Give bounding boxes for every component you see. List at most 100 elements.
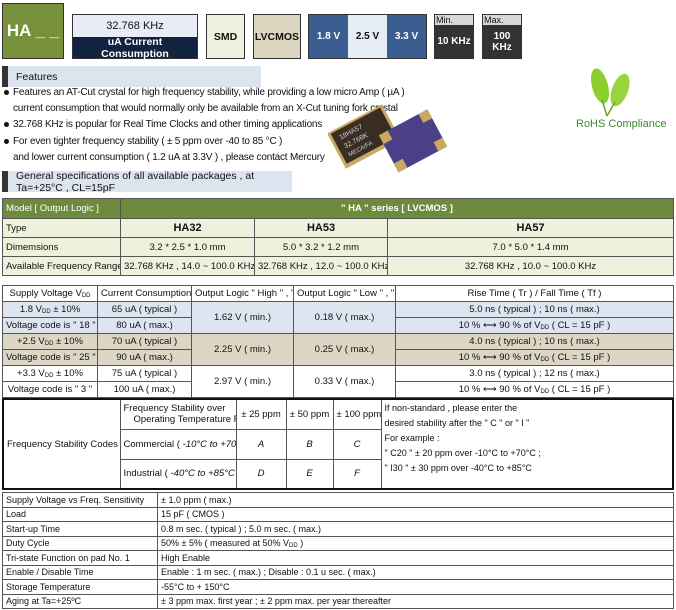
stability-header: Frequency Stability over Operating Temper… <box>119 398 237 430</box>
spec-label: Load <box>2 506 158 522</box>
spec-value: High Enable <box>157 550 674 566</box>
spec-value: 0.8 m sec. ( typical ) ; 5.0 m sec. ( ma… <box>157 521 674 537</box>
table-row: Voltage code is " 3 " 100 uA ( max.) 10 % … <box>2 381 674 398</box>
table-row: 1.8 VDD ± 10% 65 uA ( typical ) 1.62 V ( m… <box>2 301 674 334</box>
max-label: Max. <box>483 15 521 25</box>
current-consumption-label: uA Current Consumption <box>73 36 197 60</box>
general-specs-heading: General specifications of all available … <box>2 169 292 194</box>
table-row: Storage Temperature -55°C to + 150°C <box>2 579 674 595</box>
cell: 32.768 KHz , 12.0 ~ 100.0 KHz <box>254 256 388 276</box>
max-frequency: Max. 100 KHz <box>482 14 522 59</box>
general-specs-title: General specifications of all available … <box>16 169 255 194</box>
voltage-code: Voltage code is " 3 " <box>2 381 98 398</box>
rise-reference: 10 % ⟷ 90 % of VDD ( CL = 15 pF ) <box>395 317 674 334</box>
cell: 5.0 * 3.2 * 1.2 mm <box>254 237 388 257</box>
output-high: 2.97 V ( min.) <box>191 365 294 398</box>
output-low: 0.33 V ( max.) <box>293 365 396 398</box>
current-max: 90 uA ( max.) <box>97 349 192 366</box>
spec-value: ± 3 ppm max. first year ; ± 2 ppm max. p… <box>157 593 674 609</box>
table-row: Type HA32 HA53 HA57 <box>2 218 674 238</box>
rise-fall-time: 3.0 ns ( typical ) ; 12 ns ( max.) <box>395 365 674 382</box>
table-row: Load 15 pF ( CMOS ) <box>2 506 674 522</box>
voltage-code: Voltage code is " 25 " <box>2 349 98 366</box>
model-label: HA _ _ <box>6 21 60 40</box>
voltage-code: Voltage code is " 18 " <box>2 317 98 334</box>
output-high: 2.25 V ( min.) <box>191 333 294 366</box>
table-row: Voltage code is " 18 " 80 uA ( max.) 10 % … <box>2 317 674 334</box>
output-low: 0.18 V ( max.) <box>293 301 396 334</box>
supply-voltage: +3.3 VDD ± 10% <box>2 365 98 382</box>
cell: 32.768 KHz , 14.0 ~ 100.0 KHz <box>120 256 255 276</box>
supply-voltage: 1.8 VDD ± 10% <box>2 301 98 318</box>
feature-line: current consumption that would normally … <box>13 103 398 114</box>
commercial-range: Commercial ( -10°C to +70°C ) <box>119 428 237 460</box>
table-row: Aging at Ta=+25ºC ± 3 ppm max. first year… <box>2 593 674 609</box>
features-heading: Features <box>2 66 261 87</box>
stability-note: If non-standard , please enter the desire… <box>380 398 674 490</box>
supply-voltage: +2.5 VDD ± 10% <box>2 333 98 350</box>
min-label: Min. <box>435 15 473 25</box>
row-label: Type <box>2 218 121 238</box>
output-low: 0.25 V ( max.) <box>293 333 396 366</box>
voltage-3-3: 3.3 V <box>387 15 426 58</box>
model-table: Model [ Output Logic ] " HA " series [ LV… <box>2 198 674 276</box>
voltage-2-5: 2.5 V <box>348 15 387 58</box>
spec-value: ± 1.0 ppm ( max.) <box>157 492 674 508</box>
header-cell: Rise Time ( Tr ) / Fall Time ( Tf ) <box>395 285 674 302</box>
feature-text: Features an AT-Cut crystal for high freq… <box>13 87 405 98</box>
crystal-product-image: 18HA57 32.768K MECA/FA <box>328 104 448 173</box>
table-row: Available Frequency Range 32.768 KHz , 14… <box>2 256 674 276</box>
header-cell: Current Consumption <box>97 285 192 302</box>
current-max: 100 uA ( max.) <box>97 381 192 398</box>
row-label: Dimemsions <box>2 237 121 257</box>
frequency-value: 32.768 KHz <box>73 15 197 37</box>
min-frequency: Min. 10 KHz <box>434 14 474 59</box>
table-row: +3.3 VDD ± 10% 75 uA ( typical ) 2.97 V ( … <box>2 365 674 398</box>
ppm-100: ± 100 ppm <box>332 398 382 430</box>
header-cell: Output Logic " High " , " 1 " <box>191 285 294 302</box>
min-value: 10 KHz <box>437 36 471 47</box>
type-ha53: HA53 <box>254 218 388 238</box>
code-b: B <box>306 438 313 450</box>
model-badge: HA _ _ <box>2 3 64 59</box>
spec-label: Supply Voltage vs Freq. Sensitivity <box>2 492 158 508</box>
package-badge: SMD <box>206 14 245 59</box>
table-row: Start-up Time 0.8 m sec. ( typical ) ; 5.… <box>2 521 674 537</box>
code-d: D <box>257 468 265 480</box>
code-a: A <box>257 438 265 450</box>
features-title: Features <box>16 70 58 83</box>
code-c: C <box>353 438 361 450</box>
stability-table: Frequency Stability Codes Frequency Stab… <box>2 398 674 490</box>
current-max: 80 uA ( max.) <box>97 317 192 334</box>
type-ha32: HA32 <box>120 218 255 238</box>
table-row: Model [ Output Logic ] " HA " series [ LV… <box>2 198 674 219</box>
voltage-options: 1.8 V 2.5 V 3.3 V <box>308 14 427 59</box>
model-header: Model [ Output Logic ] <box>2 198 121 219</box>
electrical-table: Supply Voltage VDD Current Consumption Out… <box>2 285 674 398</box>
table-row: Supply Voltage vs Freq. Sensitivity ± 1.0… <box>2 492 674 508</box>
rise-fall-time: 4.0 ns ( typical ) ; 10 ns ( max.) <box>395 333 674 350</box>
spec-label: Storage Temperature <box>2 579 158 595</box>
output-high: 1.62 V ( min.) <box>191 301 294 334</box>
logic-badge: LVCMOS <box>253 14 301 59</box>
rise-reference: 10 % ⟷ 90 % of VDD ( CL = 15 pF ) <box>395 381 674 398</box>
general-spec-table: Supply Voltage vs Freq. Sensitivity ± 1.0… <box>2 492 674 609</box>
header-cell: Output Logic " Low " , " 0 " <box>293 285 396 302</box>
bullet-icon <box>4 121 9 127</box>
stability-label: Frequency Stability Codes <box>2 398 121 490</box>
rohs-label: RoHS Compliance <box>576 118 667 130</box>
cell: 32.768 KHz , 10.0 ~ 100.0 KHz <box>387 256 674 276</box>
rise-fall-time: 5.0 ns ( typical ) ; 10 ns ( max.) <box>395 301 674 318</box>
cell: 3.2 * 2.5 * 1.0 mm <box>120 237 255 257</box>
current-typical: 70 uA ( typical ) <box>97 333 192 350</box>
row-label: Available Frequency Range <box>2 256 121 276</box>
frequency-box: 32.768 KHz uA Current Consumption <box>72 14 198 60</box>
feature-text: For even tighter frequency stability ( ±… <box>13 136 283 147</box>
feature-line: and lower current consumption ( 1.2 uA a… <box>13 152 325 163</box>
feature-line: For even tighter frequency stability ( ±… <box>4 136 282 147</box>
cell: 7.0 * 5.0 * 1.4 mm <box>387 237 674 257</box>
rohs-leaf-icon <box>590 68 630 117</box>
spec-label: Start-up Time <box>2 521 158 537</box>
code-e: E <box>306 468 313 480</box>
type-ha57: HA57 <box>387 218 674 238</box>
